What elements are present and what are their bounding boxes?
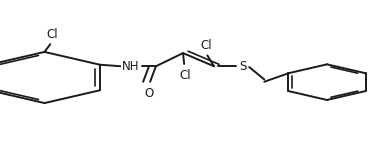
Text: S: S bbox=[239, 60, 247, 73]
Text: NH: NH bbox=[122, 60, 140, 73]
Text: O: O bbox=[144, 87, 154, 100]
Text: Cl: Cl bbox=[46, 28, 58, 41]
Text: Cl: Cl bbox=[200, 39, 212, 52]
Text: Cl: Cl bbox=[179, 69, 191, 82]
